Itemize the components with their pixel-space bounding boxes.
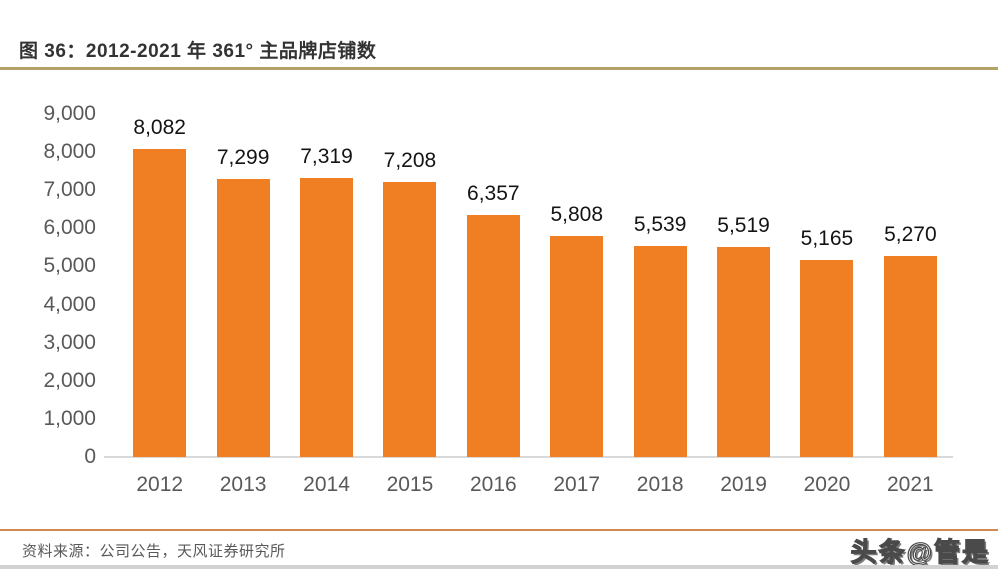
bar-value-label: 5,165: [800, 227, 854, 250]
bar-value-label: 5,539: [633, 213, 687, 236]
x-tick-label-2016: 2016: [469, 473, 517, 496]
bar-2017: [550, 236, 604, 457]
bar-slot-2015: 7,208: [368, 114, 451, 457]
bar-value-label: 7,319: [300, 145, 353, 168]
y-tick-label: 8,000: [43, 140, 96, 164]
bar-2020: [800, 260, 854, 457]
x-axis: 2012 2013 2014 2015 2016 2017 2018 2019 2020 2021: [118, 472, 952, 498]
x-tick-label-2020: 2020: [803, 473, 851, 496]
x-axis-baseline: [104, 456, 953, 458]
x-tick-label-2012: 2012: [136, 473, 184, 496]
bar-2013: [216, 179, 270, 457]
bar-2012: [133, 149, 187, 457]
bar-slot-2016: 6,357: [452, 114, 535, 457]
y-tick-label: 9,000: [43, 102, 96, 125]
bar-2018: [633, 246, 687, 457]
plot-area: 8,082 7,299 7,319 7,208 6,357 5,808 5,539 5,519…: [118, 114, 952, 457]
bar-value-label: 5,519: [717, 214, 770, 237]
y-tick-label: 1,000: [43, 406, 96, 430]
x-tick-label-2018: 2018: [636, 473, 684, 496]
x-tick-label-2013: 2013: [219, 473, 267, 496]
y-tick-label: 6,000: [43, 216, 96, 240]
bar-slot-2019: 5,519: [702, 114, 785, 457]
x-tick-label-2019: 2019: [720, 473, 767, 496]
x-tick-label-2014: 2014: [303, 473, 350, 496]
bar-value-label: 5,808: [550, 203, 604, 226]
bar-2015: [383, 182, 437, 457]
bar-slot-2017: 5,808: [535, 114, 618, 457]
watermark: 头条@管是: [850, 536, 990, 567]
y-tick-label: 5,000: [43, 254, 96, 278]
bar-slot-2021: 5,270: [869, 114, 952, 457]
bar-value-label: 6,357: [467, 182, 520, 205]
bar-2021: [883, 256, 937, 457]
bar-value-label: 5,270: [884, 223, 937, 246]
bottom-edge-strip: [0, 565, 998, 569]
x-tick-label-2021: 2021: [887, 473, 934, 496]
bar-slot-2013: 7,299: [201, 114, 284, 457]
title-divider: [0, 67, 998, 70]
bar-value-label: 7,208: [383, 149, 437, 172]
bar-slot-2012: 8,082: [118, 114, 201, 457]
y-tick-label: 4,000: [43, 292, 96, 316]
y-tick-label: 7,000: [43, 178, 96, 202]
bar-slot-2018: 5,539: [618, 114, 701, 457]
y-tick-label: 0: [84, 445, 96, 468]
bar-value-label: 7,299: [216, 146, 270, 169]
source-note: 资料来源：公司公告，天风证券研究所: [22, 543, 286, 560]
bar-2014: [300, 178, 354, 457]
bar-2019: [717, 247, 771, 457]
footer-divider: [0, 529, 998, 531]
y-tick-label: 2,000: [43, 368, 96, 392]
chart-title: 图 36：2012-2021 年 361° 主品牌店铺数: [19, 41, 377, 62]
x-tick-label-2017: 2017: [553, 473, 601, 496]
bar-value-label: 8,082: [133, 116, 186, 139]
bar-slot-2020: 5,165: [785, 114, 868, 457]
y-tick-label: 3,000: [43, 330, 96, 354]
bar-2016: [466, 215, 520, 457]
bar-slot-2014: 7,319: [285, 114, 368, 457]
x-tick-label-2015: 2015: [386, 473, 434, 496]
